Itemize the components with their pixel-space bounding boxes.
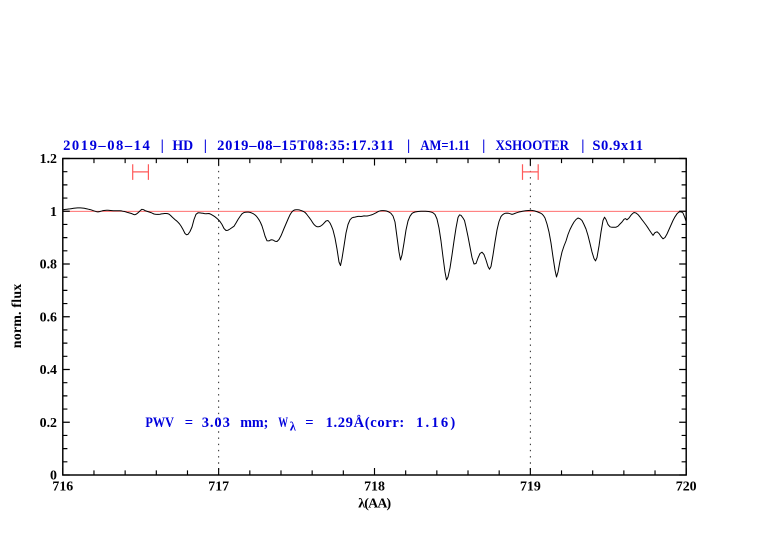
svg-text:0.2: 0.2 xyxy=(40,416,57,431)
svg-text:718: 718 xyxy=(364,480,385,495)
svg-text:λ(AA): λ(AA) xyxy=(358,496,391,511)
svg-text:2019–08–14|HD|2019–08–15T08:35: 2019–08–14 | HD | 2019–08–15T08:35:17.311 | AM… xyxy=(63,138,643,154)
svg-text:0.4: 0.4 xyxy=(40,363,57,378)
svg-text:717: 717 xyxy=(208,480,229,495)
svg-text:0: 0 xyxy=(50,469,57,484)
svg-text:716: 716 xyxy=(52,480,73,495)
svg-text:0.6: 0.6 xyxy=(40,310,57,325)
svg-text:719: 719 xyxy=(520,480,541,495)
svg-text:1: 1 xyxy=(50,205,57,220)
svg-text:720: 720 xyxy=(676,480,697,495)
svg-text:norm. flux: norm. flux xyxy=(10,284,25,349)
svg-text:0.8: 0.8 xyxy=(40,258,57,273)
svg-text:1.2: 1.2 xyxy=(40,152,57,167)
